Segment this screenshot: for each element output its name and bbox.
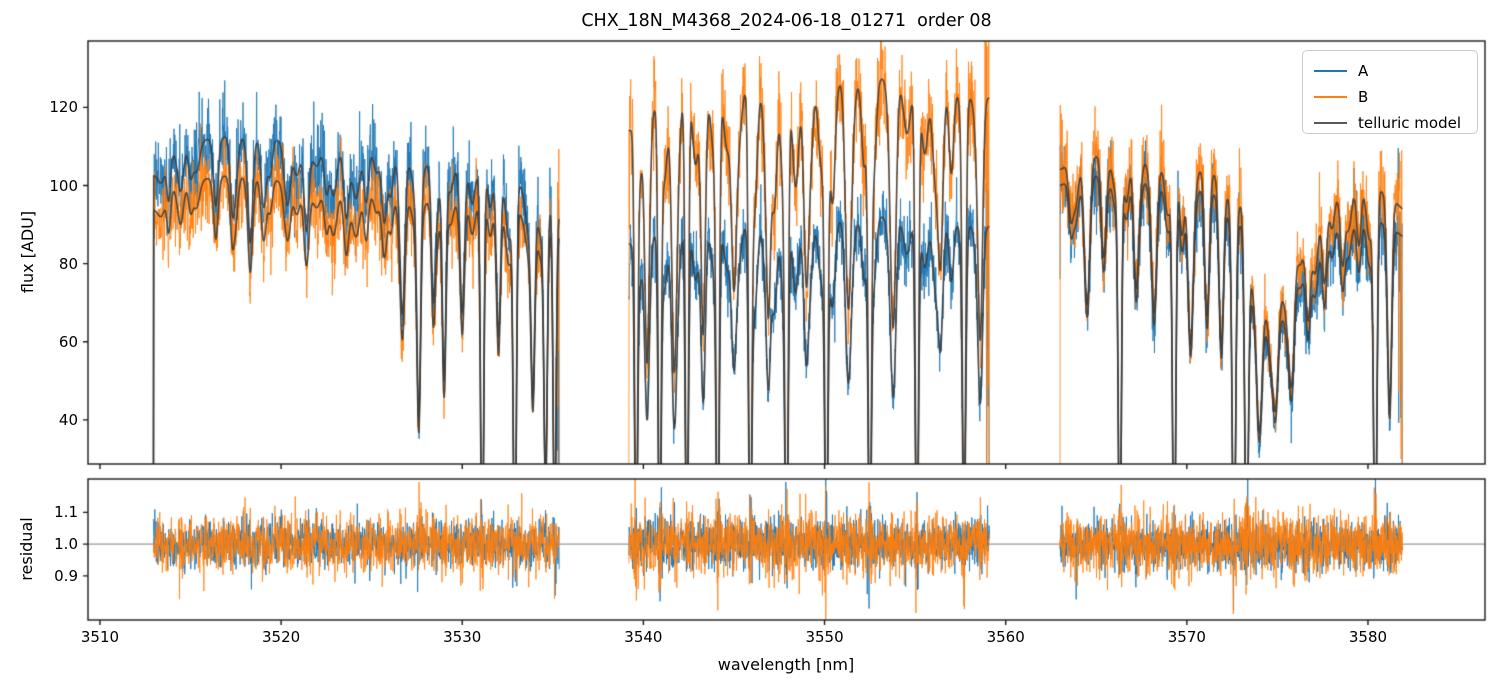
legend-line-telluric-swatch (1314, 121, 1347, 125)
flux-tick-label: 40 (58, 410, 78, 429)
residual-tick-label: 0.9 (54, 566, 78, 585)
x-tick-label: 3510 (80, 628, 120, 646)
plot-title: CHX_18N_M4368_2024-06-18_01271 order 08 (581, 11, 992, 31)
flux-tick-label: 80 (58, 254, 78, 273)
legend-item-a: A (1314, 58, 1477, 84)
legend-line-a-swatch (1314, 69, 1347, 73)
residual-tick-label: 1.1 (54, 503, 78, 522)
legend-line-b-swatch (1314, 95, 1347, 99)
x-tick-label: 3530 (443, 628, 482, 646)
x-tick-label: 3550 (805, 628, 844, 646)
x-tick-label: 3540 (624, 628, 663, 646)
flux-tick-label: 60 (58, 332, 78, 351)
legend-item-b: B (1314, 84, 1477, 110)
x-tick-label: 3580 (1348, 628, 1388, 646)
legend: A B telluric model (1302, 50, 1478, 134)
x-tick-label: 3570 (1167, 628, 1206, 646)
wavelength-axis-label: wavelength [nm] (717, 655, 855, 674)
residual-tick-label: 1.0 (54, 535, 78, 554)
legend-item-telluric-model: telluric model (1314, 110, 1477, 136)
flux-tick-label: 100 (49, 176, 78, 195)
x-tick-label: 3520 (262, 628, 301, 646)
flux-axis-label: flux [ADU] (18, 210, 37, 294)
flux-tick-label: 120 (49, 98, 78, 117)
legend-label-a: A (1358, 61, 1369, 80)
x-tick-label: 3560 (986, 628, 1025, 646)
legend-label-b: B (1358, 87, 1369, 106)
legend-label-telluric: telluric model (1358, 113, 1462, 132)
